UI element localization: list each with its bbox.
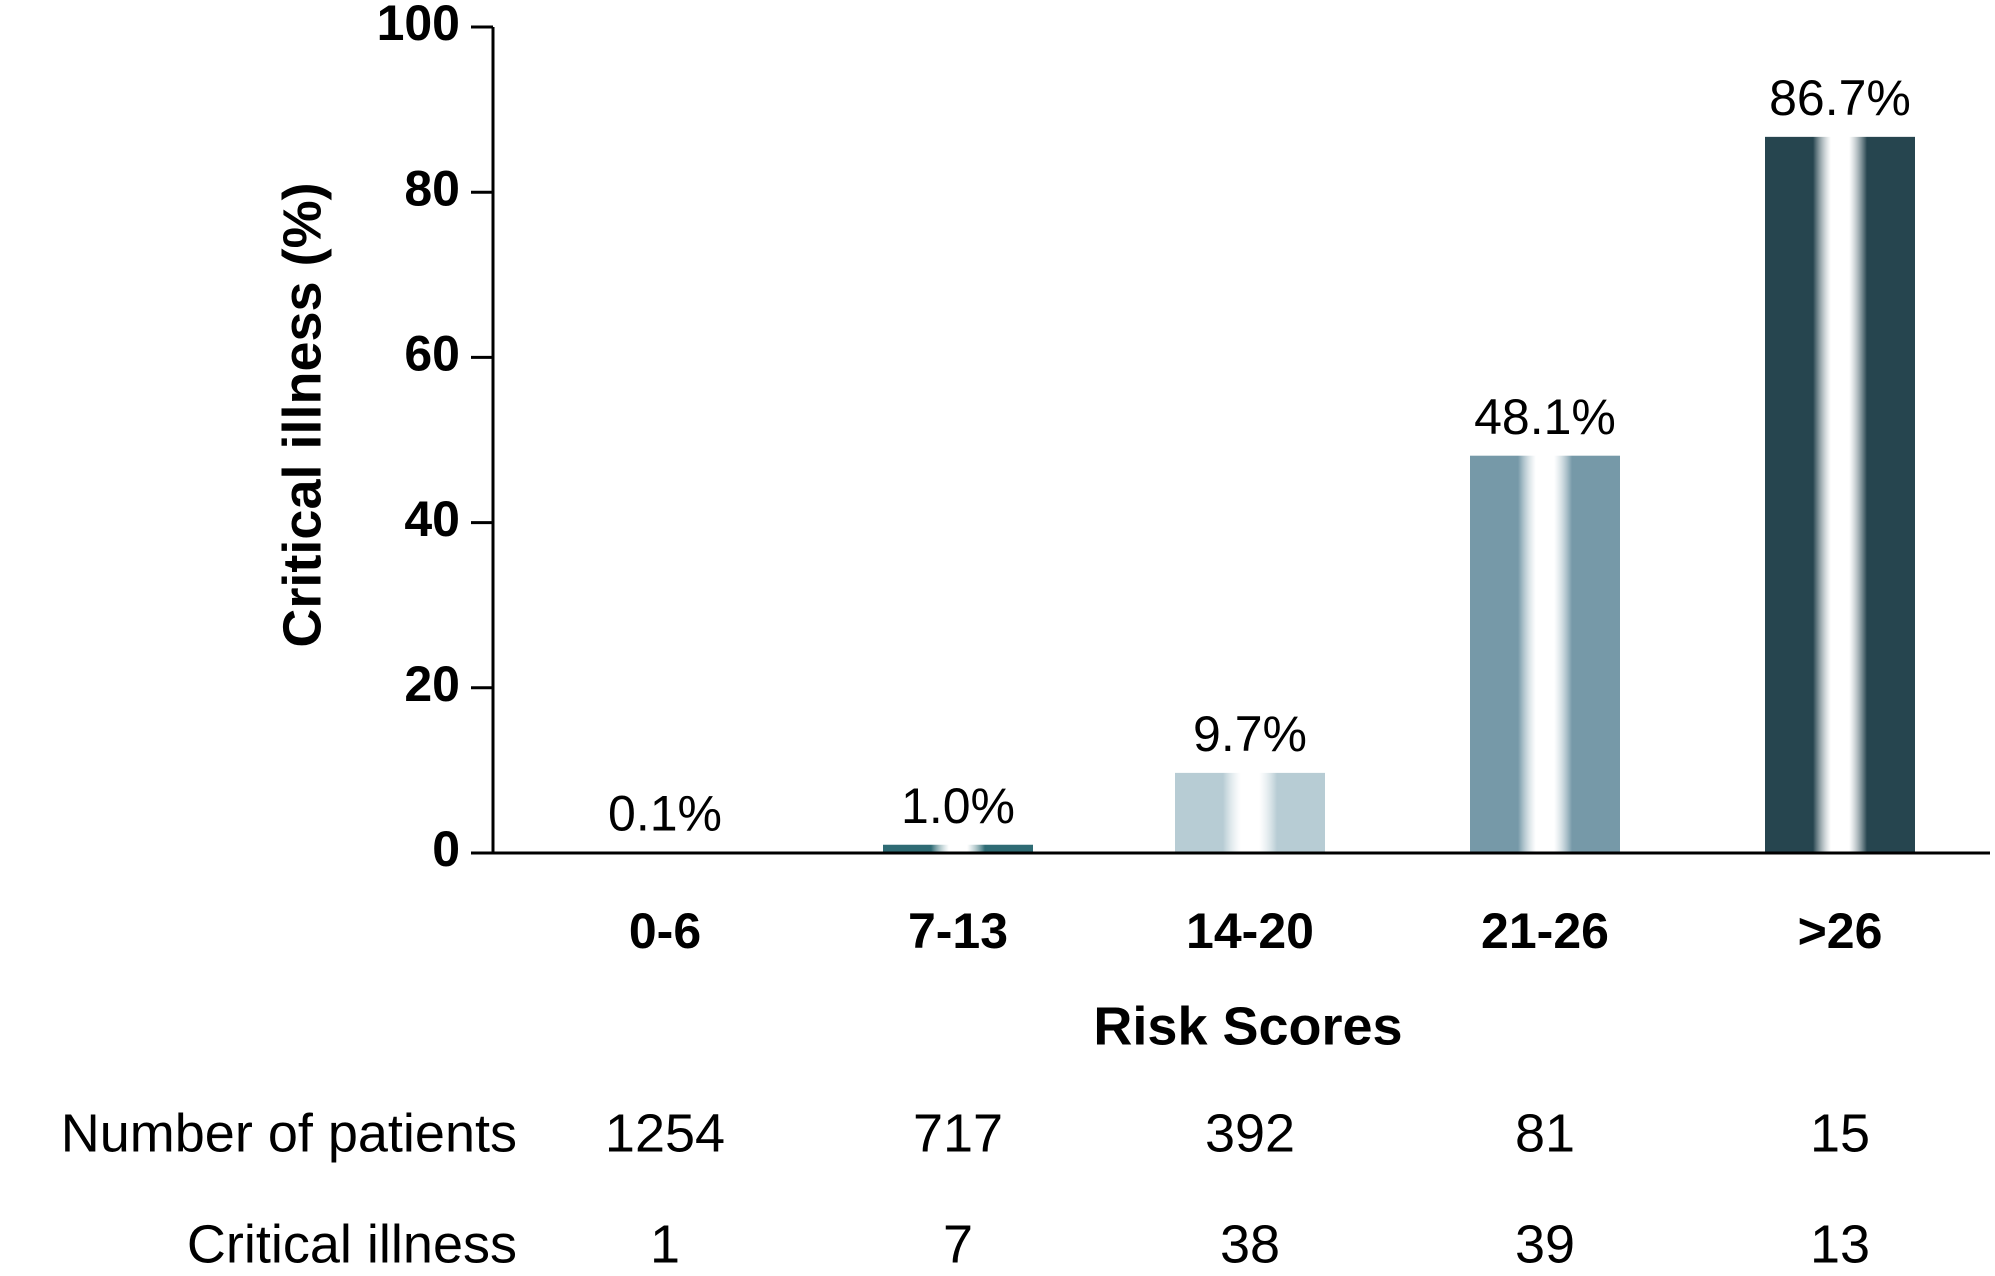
bar-3 [1175,772,1325,853]
y-tick-label: 60 [404,326,460,382]
table-cell: 39 [1515,1214,1575,1274]
data-label: 86.7% [1769,70,1911,126]
x-category-label: 0-6 [629,903,701,959]
data-label: 0.1% [608,785,722,841]
data-label: 9.7% [1193,706,1307,762]
labels-layer: 0-6 7-13 14-20 21-26 >26 0.1% 1.0% 9.7% 48.1% 86.… [608,70,1911,959]
bar-4 [1470,455,1620,853]
table-cell: 1254 [605,1103,725,1163]
table-cell: 15 [1810,1103,1870,1163]
table-cell: 81 [1515,1103,1575,1163]
axes-layer: 0 20 40 60 80 100 [377,0,1990,877]
x-category-label: >26 [1798,903,1883,959]
patient-table: Number of patients 1254 717 392 81 15 Critical… [61,1103,1870,1274]
x-category-label: 21-26 [1481,903,1609,959]
y-tick-label: 100 [377,0,460,51]
y-tick-label: 0 [432,821,460,877]
table-row-label: Critical illness [187,1214,517,1274]
y-tick-label: 20 [404,656,460,712]
data-label: 1.0% [901,778,1015,834]
y-tick-label: 40 [404,491,460,547]
table-cell: 1 [650,1214,680,1274]
x-category-label: 14-20 [1186,903,1314,959]
table-cell: 717 [913,1103,1003,1163]
bar-5 [1765,136,1915,853]
bar-2 [883,844,1033,853]
x-category-label: 7-13 [908,903,1008,959]
table-row-label: Number of patients [61,1103,517,1163]
table-cell: 13 [1810,1214,1870,1274]
y-axis-title: Critical illness (%) [272,182,332,647]
x-axis-title: Risk Scores [1093,996,1402,1056]
table-cell: 7 [943,1214,973,1274]
data-label: 48.1% [1474,389,1616,445]
table-cell: 38 [1220,1214,1280,1274]
y-tick-label: 80 [404,160,460,216]
table-cell: 392 [1205,1103,1295,1163]
bars-layer [590,136,1915,853]
